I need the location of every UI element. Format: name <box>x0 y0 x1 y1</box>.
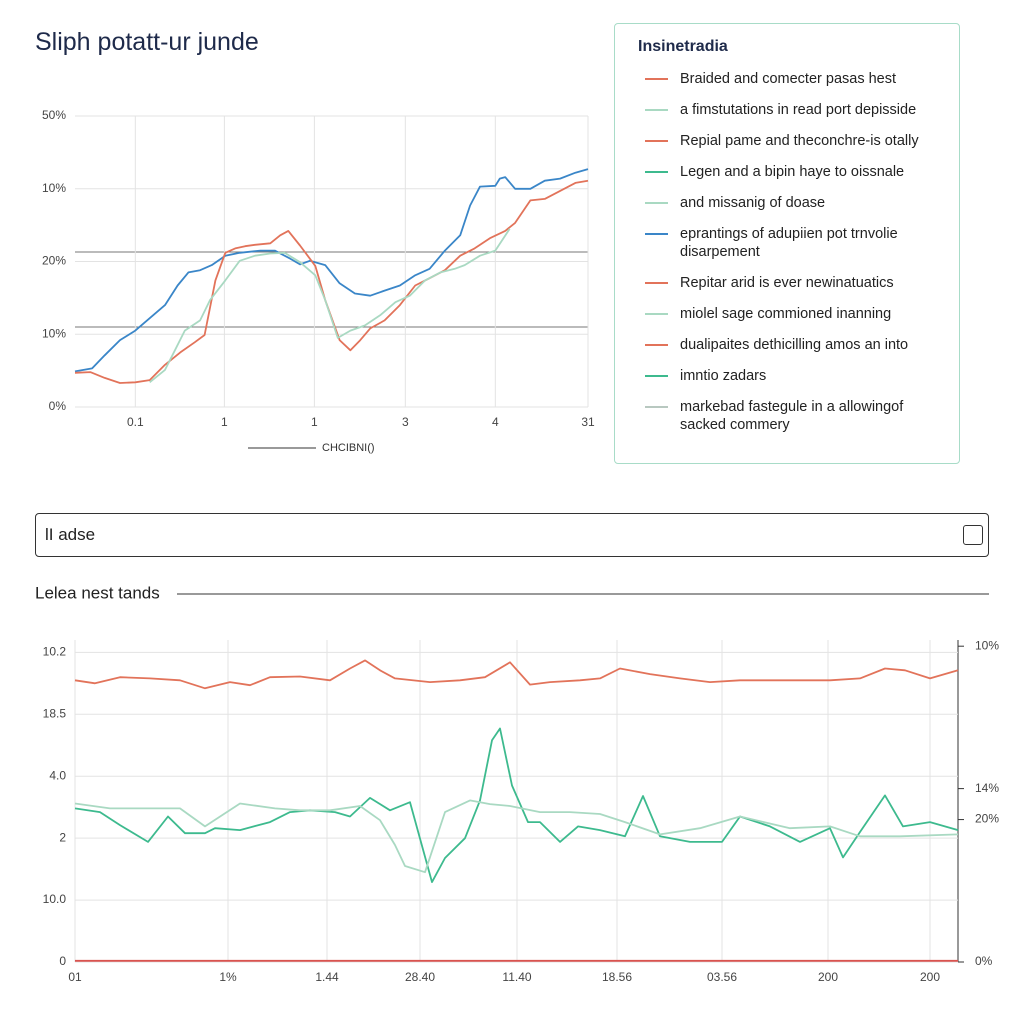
y-tick-label: 50% <box>42 108 66 122</box>
legend-item: Legen and a bipin haye to oissnale <box>645 156 935 187</box>
y2-tick-label: 20% <box>975 812 999 826</box>
x-tick-label: 1.44 <box>315 970 339 984</box>
search-text: lI adse <box>45 525 96 544</box>
y-tick-label: 10% <box>42 326 66 340</box>
series-line <box>74 659 959 690</box>
legend-label: Legen and a bipin haye to oissnale <box>680 163 905 180</box>
x-tick-label: 1 <box>311 415 318 429</box>
legend-label: Braided and comecter pasas hest <box>680 70 897 87</box>
x-tick-label: 11.40 <box>502 970 531 984</box>
legend-label: markebad fastegule in a allowingof sacke… <box>680 398 904 433</box>
series-line <box>74 799 959 874</box>
series-line <box>149 228 511 383</box>
x-tick-label: 4 <box>492 415 499 429</box>
legend-label: imntio zadars <box>680 367 767 384</box>
series-line <box>74 727 959 883</box>
legend-swatch <box>645 343 668 346</box>
legend-swatch <box>645 405 668 408</box>
x-tick-label: 3 <box>402 415 409 429</box>
legend-item: Braided and comecter pasas hest <box>645 63 935 94</box>
y-tick-label: 2 <box>59 830 66 844</box>
legend-swatch <box>645 374 668 377</box>
legend-label: miolel sage commioned inanning <box>680 305 892 322</box>
legend-label: Repial pame and theconchre-is otally <box>680 132 919 149</box>
legend-panel: Insinetradia Braided and comecter pasas … <box>614 23 960 464</box>
legend-swatch <box>645 201 668 204</box>
legend-items: Braided and comecter pasas hest a fimstut… <box>645 63 935 440</box>
legend-item: markebad fastegule in a allowingof sacke… <box>645 391 935 440</box>
x-tick-label: 1 <box>221 415 228 429</box>
legend-label: Repitar arid is ever newinatuatics <box>680 274 894 291</box>
x-tick-label: 18.56 <box>602 970 632 984</box>
y-tick-label: 18.5 <box>43 706 67 720</box>
x-tick-label: 03.56 <box>707 970 737 984</box>
chart-title: Lelea nest tands <box>35 583 160 602</box>
x-tick-label: 1% <box>219 970 237 984</box>
legend-label: dualipaites dethicilling amos an into <box>680 336 909 353</box>
legend-swatch <box>645 108 668 111</box>
page-title: Sliph potatt-ur junde <box>35 28 259 56</box>
y-tick-label: 10% <box>42 181 66 195</box>
search-box[interactable]: lI adse <box>35 513 989 557</box>
legend-item: eprantings of adupiien pot trnvolie disa… <box>645 218 935 267</box>
x-axis-label: CHCIBNI() <box>322 442 375 454</box>
legend-label: eprantings of adupiien pot trnvolie disa… <box>680 225 898 260</box>
series-line <box>74 179 589 384</box>
y-tick-label: 10.2 <box>43 645 67 659</box>
y2-tick-label: 10% <box>975 638 999 652</box>
y2-tick-label: 14% <box>975 781 999 795</box>
legend-item: dualipaites dethicilling amos an into <box>645 329 935 360</box>
y-tick-label: 4.0 <box>49 768 66 782</box>
legend-swatch <box>645 77 668 80</box>
legend-swatch <box>645 281 668 284</box>
y-tick-label: 10.0 <box>43 892 67 906</box>
x-tick-label: 28.40 <box>405 970 435 984</box>
checkbox[interactable] <box>963 525 983 545</box>
legend-item: a fimstutations in read port depisside <box>645 94 935 125</box>
x-tick-label: 01 <box>68 970 82 984</box>
legend-item: miolel sage commioned inanning <box>645 298 935 329</box>
y-tick-label: 0% <box>49 399 67 413</box>
y-tick-label: 0 <box>59 954 66 968</box>
legend-item: and missanig of doase <box>645 187 935 218</box>
x-tick-label: 200 <box>818 970 838 984</box>
legend-item: imntio zadars <box>645 360 935 391</box>
series-line <box>74 168 589 373</box>
legend-label: a fimstutations in read port depisside <box>680 101 917 118</box>
x-tick-label: 200 <box>920 970 940 984</box>
legend-label: and missanig of doase <box>680 194 826 211</box>
legend-title: Insinetradia <box>638 38 728 55</box>
legend-swatch <box>645 232 668 235</box>
y-tick-label: 20% <box>42 254 66 268</box>
legend-item: Repitar arid is ever newinatuatics <box>645 267 935 298</box>
x-tick-label: 0.1 <box>127 415 144 429</box>
legend-swatch <box>645 312 668 315</box>
legend-swatch <box>645 139 668 142</box>
legend-item: Repial pame and theconchre-is otally <box>645 125 935 156</box>
y2-tick-label: 0% <box>975 954 993 968</box>
legend-swatch <box>645 170 668 173</box>
x-tick-label: 31 <box>581 415 595 429</box>
